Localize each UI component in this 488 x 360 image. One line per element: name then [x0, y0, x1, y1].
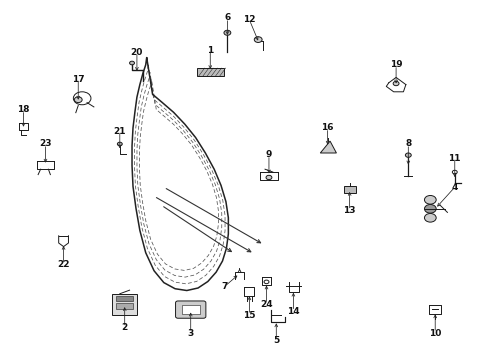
Text: 15: 15	[243, 310, 255, 320]
Text: 8: 8	[405, 139, 410, 148]
Text: 5: 5	[273, 336, 279, 345]
Text: 6: 6	[224, 13, 230, 22]
Text: 9: 9	[265, 150, 272, 159]
Text: 7: 7	[221, 282, 228, 291]
Text: 19: 19	[389, 60, 402, 69]
Circle shape	[265, 175, 271, 180]
Polygon shape	[320, 141, 336, 153]
Text: 21: 21	[113, 127, 126, 136]
Text: 12: 12	[243, 15, 255, 24]
Text: 16: 16	[321, 123, 333, 132]
Circle shape	[405, 153, 410, 157]
Circle shape	[424, 195, 435, 204]
Bar	[182, 305, 199, 314]
Text: 14: 14	[286, 307, 299, 316]
Text: 4: 4	[450, 183, 457, 192]
Circle shape	[117, 142, 122, 146]
Text: 3: 3	[187, 328, 193, 338]
Circle shape	[424, 213, 435, 222]
Text: 17: 17	[72, 75, 84, 84]
Circle shape	[224, 30, 230, 35]
Text: 2: 2	[122, 323, 127, 332]
FancyBboxPatch shape	[175, 301, 205, 318]
Circle shape	[254, 37, 262, 42]
Text: 1: 1	[207, 46, 213, 55]
Circle shape	[392, 81, 398, 86]
Bar	[116, 296, 133, 301]
Text: 22: 22	[57, 260, 70, 269]
Circle shape	[129, 61, 134, 65]
Bar	[116, 303, 133, 309]
Bar	[196, 68, 223, 76]
Bar	[343, 186, 355, 193]
Text: 18: 18	[17, 105, 30, 114]
Text: 11: 11	[447, 154, 460, 163]
Circle shape	[74, 97, 82, 103]
Circle shape	[424, 204, 435, 213]
Text: 13: 13	[343, 206, 355, 215]
Text: 24: 24	[260, 300, 272, 309]
Text: 10: 10	[428, 328, 441, 338]
Text: 23: 23	[39, 139, 52, 148]
Bar	[112, 294, 137, 315]
Text: 20: 20	[130, 48, 143, 57]
